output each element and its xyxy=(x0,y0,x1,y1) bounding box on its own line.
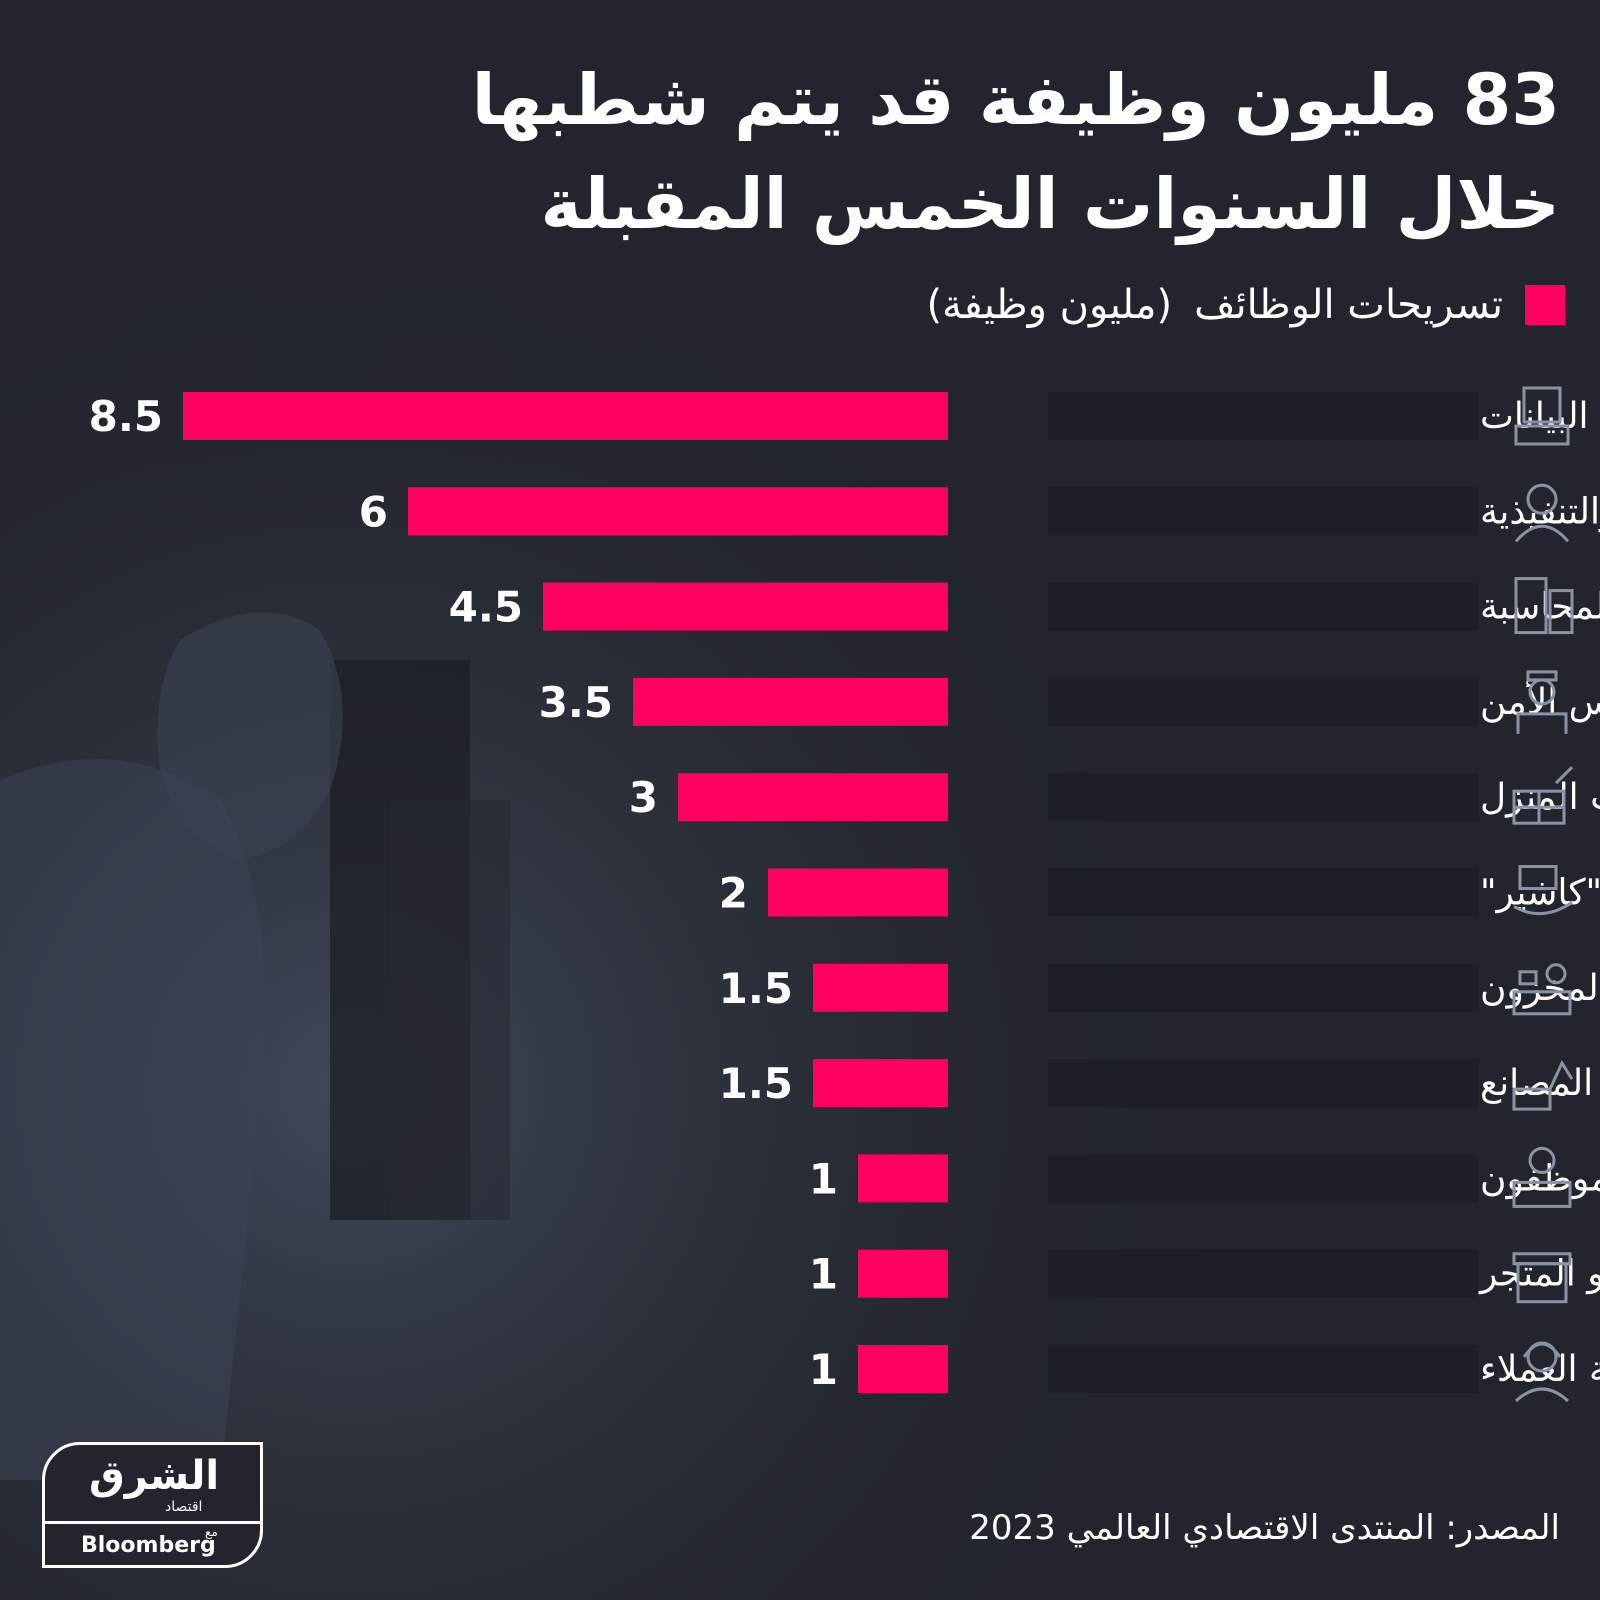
source-note: المصدر: المنتدى الاقتصادي العالمي 2023 xyxy=(969,1508,1560,1548)
headset-agent-icon xyxy=(1514,1341,1570,1403)
robot-arm-icon xyxy=(1512,1059,1574,1111)
logo-with-text: مع xyxy=(205,1525,218,1539)
category-band xyxy=(1048,392,1478,440)
value-label-0: 8.5 xyxy=(89,392,163,441)
bar-3 xyxy=(633,677,948,726)
chart-title: 83 مليون وظيفة قد يتم شطبها خلال السنوات… xyxy=(260,48,1560,256)
value-label-8: 1 xyxy=(809,1154,838,1203)
category-label-8: صرافو البنوك والموظفون xyxy=(1480,1158,1600,1199)
value-label-2: 4.5 xyxy=(449,583,523,632)
value-label-10: 1 xyxy=(809,1345,838,1394)
category-label-2: المحاسبة xyxy=(1480,587,1600,628)
category-label-6: تسجيل المواد والمخزون xyxy=(1480,968,1600,1009)
shop-stall-icon xyxy=(1512,1252,1572,1304)
asharq-bloomberg-logo: الشرق اقتصاد مع Bloomberg xyxy=(42,1442,263,1568)
money-hand-icon xyxy=(1513,865,1573,916)
security-guard-icon xyxy=(1516,670,1568,734)
value-label-4: 3 xyxy=(629,773,658,822)
bar-8 xyxy=(858,1154,948,1203)
logo-arabic-sub: اقتصاد xyxy=(165,1499,203,1515)
bar-0 xyxy=(183,392,948,440)
bricks-icon xyxy=(1512,766,1574,825)
category-band xyxy=(1048,773,1478,822)
legend-unit: (مليون وظيفة) xyxy=(926,282,1173,328)
value-label-5: 2 xyxy=(719,869,748,918)
category-label-3: حراس الأمن xyxy=(1480,679,1600,723)
value-label-9: 1 xyxy=(809,1250,838,1299)
logo-arabic-text: الشرق xyxy=(89,1453,220,1499)
category-label-7: التجميع في المصانع xyxy=(1480,1063,1600,1104)
inventory-desk-icon xyxy=(1512,963,1572,1016)
category-band xyxy=(1048,963,1478,1012)
bar-10 xyxy=(858,1345,948,1393)
logo-english-text: Bloomberg xyxy=(81,1533,216,1558)
category-label-5: الصرافة "كاشير" xyxy=(1480,873,1600,914)
bar-1 xyxy=(408,487,948,536)
category-label-0: إدخال البيانات xyxy=(1480,396,1600,437)
value-label-7: 1.5 xyxy=(719,1059,793,1108)
category-band xyxy=(1048,1345,1478,1393)
bar-5 xyxy=(768,868,948,917)
category-band xyxy=(1048,677,1478,726)
logo-divider xyxy=(45,1521,260,1524)
title-line-2: خلال السنوات الخمس المقبلة xyxy=(540,163,1560,245)
value-label-1: 6 xyxy=(359,487,388,536)
category-band xyxy=(1048,582,1478,631)
legend-label: تسريحات الوظائف xyxy=(1194,282,1503,328)
category-band xyxy=(1048,487,1478,536)
bar-2 xyxy=(543,582,948,631)
value-label-3: 3.5 xyxy=(539,678,613,727)
bank-teller-icon xyxy=(1512,1146,1572,1208)
category-band xyxy=(1048,1154,1478,1203)
title-line-1: 83 مليون وظيفة قد يتم شطبها xyxy=(471,59,1560,141)
keyboard-icon xyxy=(1514,386,1570,446)
bar-9 xyxy=(858,1249,948,1298)
bar-6 xyxy=(813,963,948,1012)
category-band xyxy=(1048,868,1478,917)
value-label-6: 1.5 xyxy=(719,964,793,1013)
secretary-icon xyxy=(1514,483,1570,543)
bar-7 xyxy=(813,1059,948,1108)
legend-swatch xyxy=(1525,285,1565,325)
calculator-icon xyxy=(1514,577,1574,635)
category-band xyxy=(1048,1059,1478,1108)
category-label-9: بائعو المتجر xyxy=(1478,1254,1600,1295)
bar-4 xyxy=(678,773,948,822)
category-band xyxy=(1048,1249,1478,1298)
legend: تسريحات الوظائف (مليون وظيفة) xyxy=(926,282,1565,328)
